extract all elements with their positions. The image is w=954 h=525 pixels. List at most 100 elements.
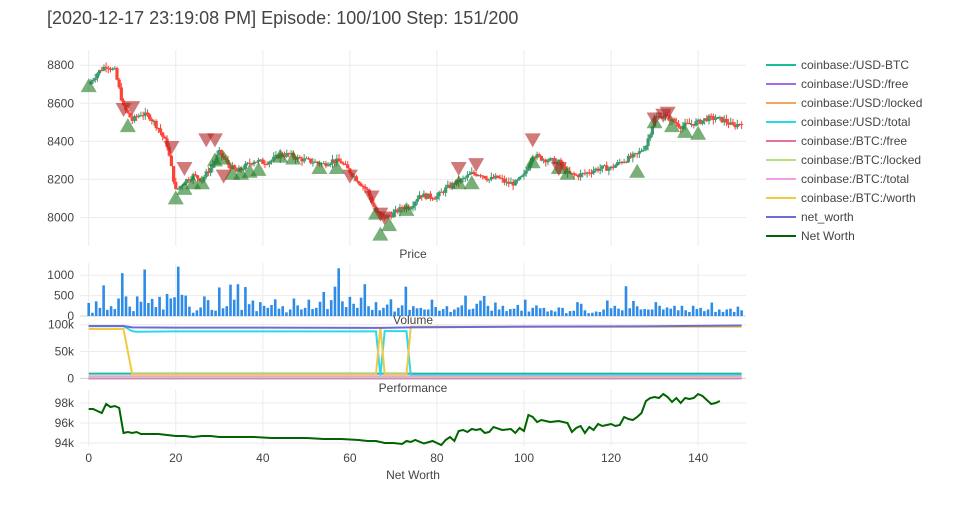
candle-body (633, 153, 637, 155)
candle-body (272, 156, 276, 161)
price-bar (635, 306, 639, 316)
price-bar (415, 308, 419, 316)
y-tick-label: 8000 (47, 210, 74, 224)
price-bar (341, 301, 344, 316)
candle-body (687, 122, 692, 125)
candle-body (613, 165, 618, 168)
candle-body (733, 124, 737, 128)
candle-body (420, 195, 424, 198)
price-bar (572, 310, 576, 316)
candle-body (507, 181, 511, 184)
price-bar (691, 305, 695, 316)
candle-body (206, 171, 211, 174)
candle-body (204, 171, 208, 177)
price-bar (505, 311, 508, 316)
price-bar (680, 305, 684, 316)
candle-body (428, 193, 433, 199)
price-bar (397, 307, 400, 316)
candle-body (598, 168, 602, 171)
candle-body (504, 181, 509, 183)
candle-body (400, 207, 404, 209)
candle-body (298, 157, 302, 159)
candle-body (583, 173, 587, 175)
price-bar (150, 298, 154, 316)
candle-body (463, 177, 467, 179)
candle-body (491, 176, 496, 179)
price-bar (382, 307, 385, 316)
price-bar (714, 311, 717, 316)
candle-body (520, 175, 524, 178)
candle-body (509, 182, 513, 184)
candle-body (126, 109, 130, 113)
candle-body (589, 172, 594, 174)
y-tick-label: 1000 (47, 268, 74, 282)
price-bar (669, 308, 673, 316)
candle-body (150, 119, 154, 122)
sell-marker (124, 101, 141, 116)
candle-body (629, 155, 633, 158)
candle-body (681, 125, 685, 129)
price-bar (273, 299, 277, 316)
price-bar (195, 310, 199, 316)
price-bar (337, 268, 340, 316)
candle-body (644, 146, 648, 150)
price-bar (389, 299, 393, 316)
candle-body (585, 172, 589, 174)
price-bar (423, 309, 426, 316)
price-bar (221, 308, 225, 316)
price-bar (475, 303, 479, 316)
price-bar (311, 309, 314, 316)
candle-body (544, 159, 548, 163)
legend[interactable]: coinbase:/USD-BTC coinbase:/USD:/free coin… (766, 58, 922, 243)
price-bar (352, 303, 355, 316)
y-tick-label: 8400 (47, 134, 74, 148)
price-bar (117, 298, 120, 316)
candle-body (359, 183, 363, 186)
price-bar (602, 309, 605, 316)
candle-body (154, 120, 158, 128)
price-bar (292, 298, 296, 316)
candle-body (176, 188, 180, 190)
buy-marker (176, 180, 193, 195)
candle-body (106, 67, 110, 69)
sell-marker (468, 158, 485, 173)
candle-body (478, 175, 483, 177)
candle-body (341, 163, 345, 165)
price-bar (203, 296, 206, 316)
candle-body (639, 150, 644, 152)
y-tick-label: 50k (55, 345, 75, 359)
price-bar (176, 266, 180, 316)
candle-body (485, 178, 489, 181)
price-bar (128, 306, 132, 316)
candle-body (467, 174, 472, 176)
candle-body (705, 118, 709, 122)
candle-body (417, 195, 422, 199)
price-bar (191, 312, 195, 316)
legend-item-label: coinbase:/BTC:/total (801, 172, 909, 186)
legend-item-label: coinbase:/BTC:/worth (801, 191, 916, 205)
candle-body (413, 201, 417, 207)
x-tick-label: 100 (514, 451, 534, 465)
candle-body (326, 165, 330, 167)
price-bar (404, 286, 408, 316)
candle-body (713, 118, 718, 120)
price-bar (363, 284, 367, 316)
price-bar (717, 309, 721, 316)
candle-body (537, 154, 541, 157)
price-bar (576, 302, 579, 316)
candle-body (128, 112, 132, 118)
price-bar (180, 294, 184, 316)
candle-body (511, 182, 515, 186)
price-bar (165, 293, 169, 316)
candle-body (333, 159, 337, 163)
sell-marker (215, 169, 232, 184)
price-bar (527, 311, 531, 316)
price-bar (643, 309, 646, 316)
candle-body (363, 186, 367, 189)
candle-body (694, 121, 698, 126)
candle-body (726, 122, 731, 125)
candle-body (729, 122, 733, 125)
candle-body (267, 161, 271, 165)
price-bar (318, 301, 322, 316)
